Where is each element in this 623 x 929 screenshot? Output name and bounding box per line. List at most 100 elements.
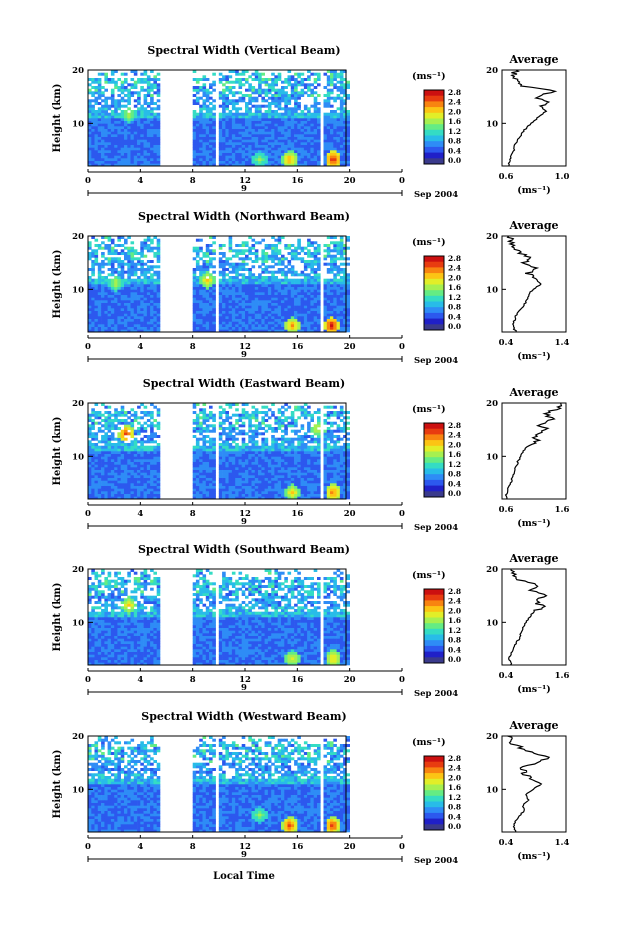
- heatmap-cell: [281, 236, 285, 239]
- profile-y-tick-label: 20: [486, 66, 498, 76]
- heatmap-cell: [310, 126, 314, 129]
- heatmap-cell: [146, 270, 151, 274]
- heatmap-cell: [94, 310, 99, 314]
- heatmap-cell: [199, 491, 203, 494]
- heatmap-cell: [317, 244, 321, 247]
- heatmap-cell: [124, 424, 128, 428]
- heatmap-cell: [248, 281, 252, 285]
- heatmap-cell: [333, 163, 337, 167]
- heatmap-cell: [235, 158, 239, 161]
- heatmap-cell: [199, 88, 203, 92]
- heatmap-cell: [330, 139, 334, 143]
- heatmap-cell: [209, 260, 213, 263]
- heatmap-cell: [137, 158, 141, 161]
- heatmap-cell: [248, 297, 252, 301]
- heatmap-cell: [104, 321, 108, 325]
- heatmap-cell: [238, 118, 243, 121]
- heatmap-cell: [91, 86, 95, 89]
- heatmap-cell: [281, 302, 285, 306]
- heatmap-cell: [284, 126, 288, 129]
- heatmap-cell: [202, 107, 207, 111]
- heatmap-cell: [238, 144, 243, 148]
- heatmap-cell: [310, 297, 314, 301]
- heatmap-cell: [94, 126, 99, 129]
- heatmap-cell: [130, 254, 135, 258]
- heatmap-cell: [294, 83, 298, 87]
- heatmap-cell: [209, 289, 213, 293]
- heatmap-cell: [133, 286, 138, 290]
- heatmap-cell: [330, 236, 334, 239]
- heatmap-cell: [264, 139, 269, 143]
- heatmap-cell: [153, 302, 157, 306]
- heatmap-cell: [127, 136, 131, 140]
- heatmap-cell: [153, 160, 157, 164]
- heatmap-cell: [97, 244, 102, 247]
- heatmap-cell: [300, 249, 305, 253]
- heatmap-cell: [228, 284, 233, 287]
- heatmap-cell: [218, 485, 223, 489]
- colorbar-tick-label: 1.2: [448, 127, 461, 136]
- heatmap-cell: [130, 284, 135, 287]
- heatmap-cell: [281, 286, 285, 290]
- heatmap-cell: [254, 284, 259, 287]
- heatmap-cell: [330, 163, 334, 167]
- heatmap-cell: [195, 413, 200, 417]
- heatmap-cell: [317, 160, 321, 164]
- heatmap-cell: [143, 118, 148, 121]
- heatmap-cell: [300, 329, 305, 333]
- heatmap-cell: [274, 300, 278, 303]
- heatmap-cell: [336, 150, 341, 153]
- heatmap-cell: [254, 110, 259, 113]
- heatmap-cell: [228, 102, 233, 105]
- heatmap-cell: [88, 432, 92, 436]
- heatmap-cell: [133, 112, 138, 116]
- heatmap-cell: [114, 126, 118, 129]
- heatmap-cell: [153, 448, 157, 452]
- heatmap-cell: [143, 123, 148, 127]
- heatmap-cell: [153, 155, 157, 159]
- heatmap-cell: [107, 445, 112, 449]
- heatmap-cell: [150, 107, 154, 111]
- heatmap-cell: [94, 472, 99, 476]
- heatmap-cell: [222, 292, 226, 295]
- heatmap-cell: [195, 112, 200, 116]
- heatmap-cell: [88, 136, 92, 140]
- heatmap-cell: [101, 456, 105, 460]
- beam-panel-1: Spectral Width (Northward Beam)1020Heigh…: [52, 210, 569, 366]
- heatmap-cell: [101, 459, 105, 462]
- heatmap-cell: [88, 294, 92, 298]
- heatmap-cell: [195, 254, 200, 258]
- heatmap-cell: [317, 268, 321, 271]
- heatmap-cell: [303, 112, 308, 116]
- heatmap-cell: [303, 131, 308, 135]
- heatmap-cell: [91, 326, 95, 330]
- heatmap-cell: [91, 432, 95, 436]
- heatmap-cell: [195, 305, 200, 309]
- heatmap-cell: [137, 268, 141, 271]
- heatmap-cell: [212, 147, 216, 151]
- heatmap-cell: [156, 249, 161, 253]
- heatmap-cell: [114, 110, 118, 113]
- heatmap-cell: [310, 318, 314, 322]
- heatmap-cell: [150, 115, 154, 119]
- colorbar-swatch: [424, 318, 444, 325]
- heatmap-cell: [300, 313, 305, 317]
- heatmap-cell: [202, 289, 207, 293]
- heatmap-cell: [343, 281, 347, 285]
- heatmap-cell: [143, 107, 148, 111]
- heatmap-cell: [313, 268, 318, 271]
- heatmap-cell: [153, 254, 157, 258]
- heatmap-cell: [205, 464, 210, 468]
- heatmap-cell: [343, 110, 347, 113]
- heatmap-cell: [284, 104, 288, 108]
- heatmap-cell: [346, 118, 350, 121]
- heatmap-cell: [97, 144, 102, 148]
- heatmap-cell: [88, 241, 92, 245]
- heatmap-cell: [339, 72, 344, 76]
- heatmap-cell: [245, 321, 249, 325]
- heatmap-cell: [91, 408, 95, 412]
- heatmap-cell: [140, 284, 144, 287]
- heatmap-cell: [287, 260, 292, 263]
- heatmap-cell: [88, 316, 92, 319]
- heatmap-cell: [248, 112, 252, 116]
